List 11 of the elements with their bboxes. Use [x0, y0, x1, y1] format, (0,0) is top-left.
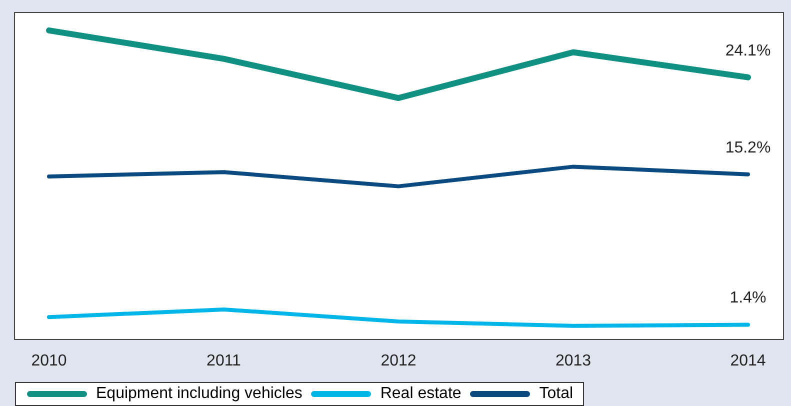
- x-tick-label: 2012: [380, 352, 416, 370]
- x-tick-label: 2011: [206, 352, 242, 370]
- legend-label: Total: [539, 385, 574, 403]
- legend-label: Equipment including vehicles: [96, 385, 302, 403]
- x-tick-label: 2014: [730, 352, 766, 370]
- x-tick-label: 2013: [555, 352, 592, 370]
- data-label: 1.4%: [730, 290, 766, 307]
- data-label: 24.1%: [725, 42, 771, 60]
- legend-label: Real estate: [380, 385, 462, 403]
- x-tick-label: 2010: [31, 352, 67, 370]
- data-label: 15.2%: [725, 139, 771, 156]
